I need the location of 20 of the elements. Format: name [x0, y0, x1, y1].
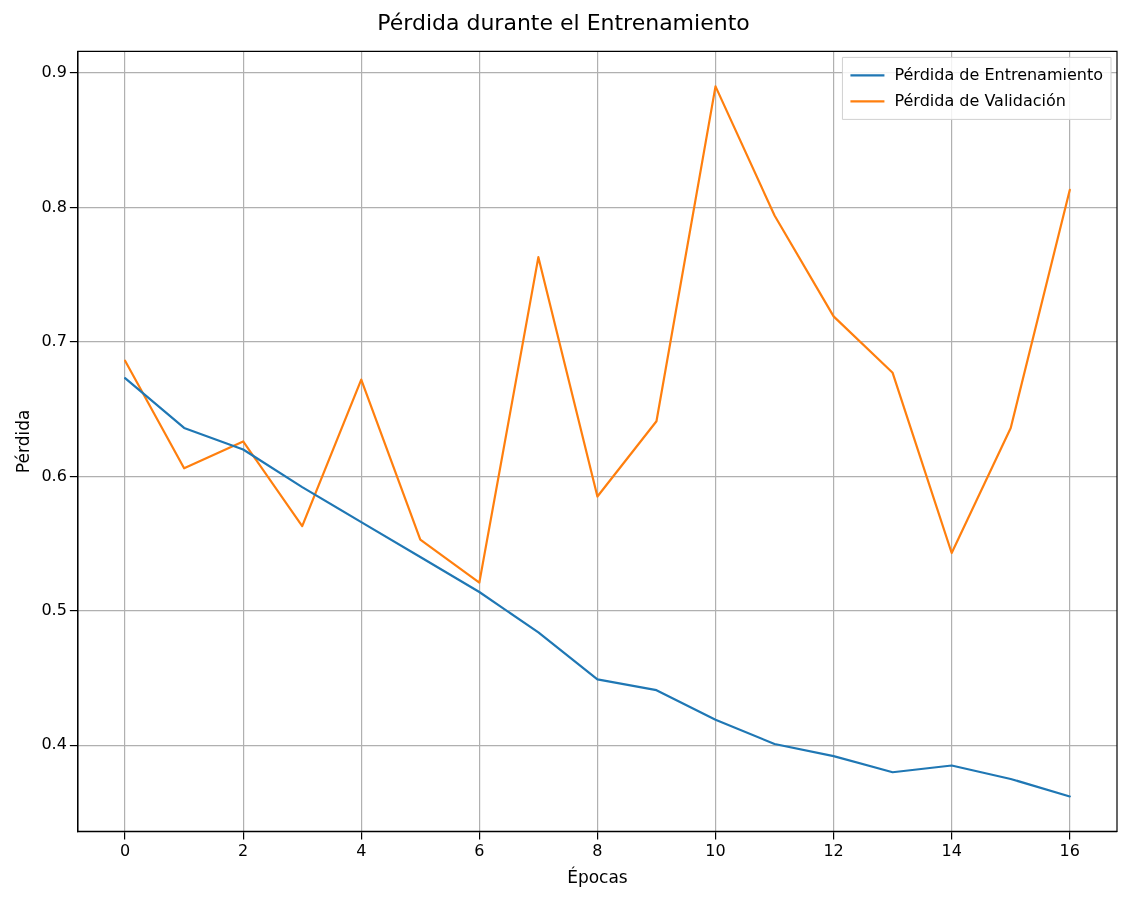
y-tick-label: 0.8	[41, 196, 67, 216]
x-axis-title: Épocas	[567, 866, 628, 888]
chart-title: Pérdida durante el Entrenamiento	[377, 9, 750, 35]
legend-label: Pérdida de Validación	[894, 90, 1066, 110]
x-tick-label: 6	[474, 841, 485, 861]
x-tick-label: 8	[592, 841, 603, 861]
x-tick-label: 10	[705, 841, 726, 861]
x-tick-label: 4	[356, 841, 367, 861]
y-tick-label: 0.7	[41, 331, 67, 351]
x-tick-label: 14	[941, 841, 962, 861]
legend-label: Pérdida de Entrenamiento	[894, 64, 1104, 84]
x-tick-label: 2	[238, 841, 249, 861]
y-tick-label: 0.6	[41, 465, 67, 485]
y-tick-label: 0.4	[41, 734, 67, 754]
x-tick-label: 16	[1059, 841, 1080, 861]
x-tick-label: 12	[823, 841, 844, 861]
y-tick-label: 0.5	[41, 600, 67, 619]
y-axis-title: Pérdida	[12, 409, 33, 474]
y-tick-label: 0.9	[41, 62, 67, 82]
x-tick-label: 0	[119, 841, 131, 861]
